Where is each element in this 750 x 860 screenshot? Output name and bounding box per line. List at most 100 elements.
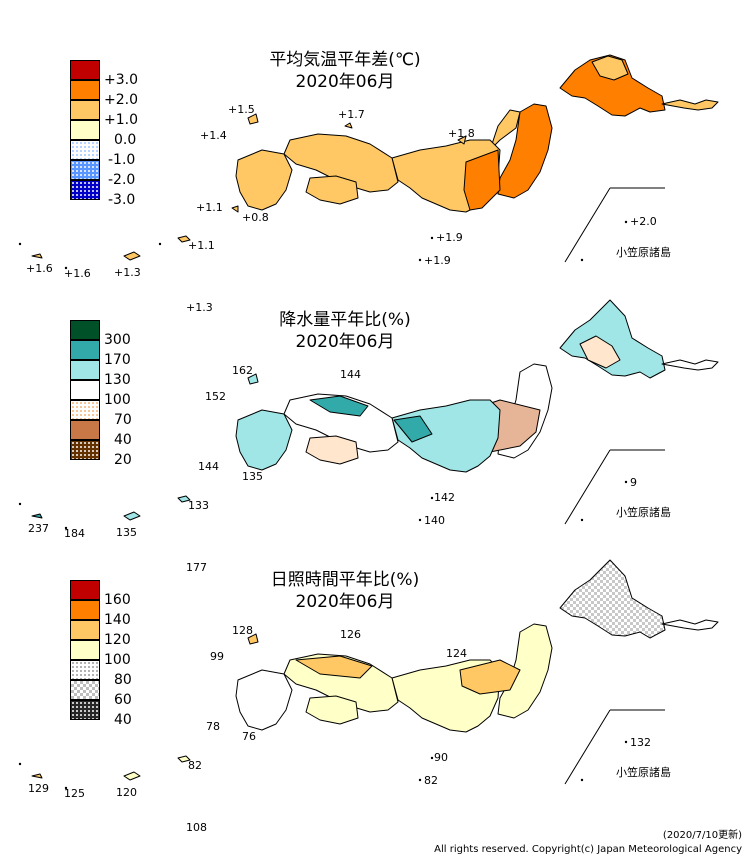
legend-swatch: [70, 180, 100, 200]
kyushu-region: [235, 669, 293, 731]
map-value-label: 132: [630, 736, 651, 749]
map-value-label: 9: [630, 476, 637, 489]
sunshine-map: [18, 559, 719, 790]
legend-swatch: [70, 600, 100, 620]
shikoku-region: [305, 175, 359, 205]
legend-label: 70: [114, 412, 132, 428]
tohoku-region: [497, 103, 553, 199]
legend-label: +1.0: [104, 112, 138, 128]
legend-label: 20: [114, 452, 132, 468]
map-value-label: 125: [64, 787, 85, 800]
legend-swatch: [70, 580, 100, 600]
update-date: (2020/7/10更新): [662, 830, 742, 841]
precipitation-period: 2020年06月: [295, 332, 395, 352]
map-value-label: 177: [186, 561, 207, 574]
map-value-label: +1.1: [196, 201, 223, 214]
legend-swatch: [70, 660, 100, 680]
legend-label: 120: [104, 632, 131, 648]
legend-label: +2.0: [104, 92, 138, 108]
map-value-label: 126: [340, 628, 361, 641]
legend-label: 100: [104, 392, 131, 408]
precipitation-panel: 降水量平年比(%) 2020年06月 300 170 130 100 70 40…: [0, 0, 750, 574]
legend-swatch: [70, 60, 100, 80]
map-value-label: 162: [232, 364, 253, 377]
map-value-label: +1.8: [448, 127, 475, 140]
map-value-label: +1.7: [338, 108, 365, 121]
temperature-panel: 平均気温平年差(℃) 2020年06月 +3.0 +2.0 +1.0 0.0 -…: [0, 0, 750, 314]
map-value-label: 152: [205, 390, 226, 403]
map-value-label: 140: [424, 514, 445, 527]
kyushu-region: [235, 409, 293, 471]
legend-label: 0.0: [114, 132, 137, 148]
legend-swatch: [70, 440, 100, 460]
ogasawara-label: 小笠原諸島: [616, 246, 671, 259]
sunshine-title: 日照時間平年比(%): [270, 570, 420, 590]
kyushu-region: [235, 149, 293, 211]
precipitation-map: [18, 299, 719, 530]
map-value-label: 129: [28, 782, 49, 795]
map-value-label: +1.6: [64, 267, 91, 280]
map-value-label: +1.5: [228, 103, 255, 116]
map-value-label: 142: [434, 491, 455, 504]
map-value-label: 82: [424, 774, 438, 787]
map-value-label: 76: [242, 730, 256, 743]
ogasawara-label: 小笠原諸島: [616, 766, 671, 779]
legend-label: 160: [104, 592, 131, 608]
map-value-label: 108: [186, 821, 207, 834]
legend-label: 140: [104, 612, 131, 628]
map-value-label: 184: [64, 527, 85, 540]
legend-label: 40: [114, 432, 132, 448]
temperature-period: 2020年06月: [295, 72, 395, 92]
map-value-label: 133: [188, 499, 209, 512]
legend-label: +3.0: [104, 72, 138, 88]
legend-label: -1.0: [108, 152, 136, 168]
map-value-label: 124: [446, 647, 467, 660]
legend-swatch: [70, 80, 100, 100]
legend-label: 40: [114, 712, 132, 728]
map-value-label: +2.0: [630, 215, 657, 228]
legend-swatch: [70, 380, 100, 400]
map-value-label: +0.8: [242, 211, 269, 224]
map-value-label: 144: [198, 460, 219, 473]
precipitation-title: 降水量平年比(%): [279, 310, 411, 330]
legend-swatch: [70, 360, 100, 380]
sunshine-panel: 日照時間平年比(%) 2020年06月 160 140 120 100 80 6…: [0, 0, 750, 834]
hokkaido-region: [559, 54, 666, 117]
temperature-map: [18, 54, 719, 270]
hokkaido-region: [559, 559, 666, 639]
legend-label: 80: [114, 672, 132, 688]
legend-label: -2.0: [108, 172, 136, 188]
legend-swatch: [70, 400, 100, 420]
map-value-label: +1.1: [188, 239, 215, 252]
map-value-label: 135: [242, 470, 263, 483]
legend-swatch: [70, 320, 100, 340]
legend-label: -3.0: [108, 192, 136, 208]
legend-swatch: [70, 640, 100, 660]
legend-swatch: [70, 700, 100, 720]
legend-swatch: [70, 420, 100, 440]
copyright-text: All rights reserved. Copyright(c) Japan …: [434, 844, 742, 855]
western-honshu-region: [283, 133, 399, 193]
map-value-label: 237: [28, 522, 49, 535]
legend-label: 60: [114, 692, 132, 708]
legend-swatch: [70, 620, 100, 640]
map-value-label: 82: [188, 759, 202, 772]
sunshine-period: 2020年06月: [295, 592, 395, 612]
ogasawara-label: 小笠原諸島: [616, 506, 671, 519]
map-value-label: 78: [206, 720, 220, 733]
legend-swatch: [70, 140, 100, 160]
map-value-label: 99: [210, 650, 224, 663]
legend-swatch: [70, 120, 100, 140]
map-value-label: 135: [116, 526, 137, 539]
map-value-label: 128: [232, 624, 253, 637]
map-value-label: +1.4: [200, 129, 227, 142]
western-honshu-region: [283, 393, 399, 453]
map-value-label: 90: [434, 751, 448, 764]
map-value-label: +1.9: [424, 254, 451, 267]
map-value-label: +1.9: [436, 231, 463, 244]
legend-label: 130: [104, 372, 131, 388]
legend-swatch: [70, 340, 100, 360]
legend-swatch: [70, 680, 100, 700]
legend-label: 100: [104, 652, 131, 668]
